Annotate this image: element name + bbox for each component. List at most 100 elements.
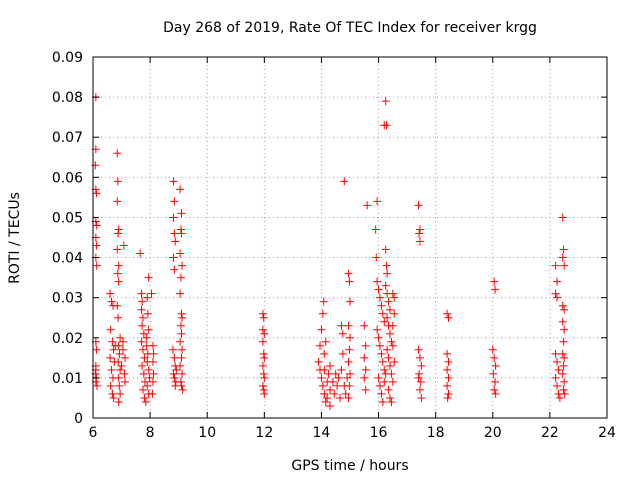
data-point: [176, 321, 185, 330]
data-point: [380, 365, 389, 374]
data-point: [145, 373, 154, 382]
data-point: [144, 325, 153, 334]
data-point: [169, 213, 178, 222]
data-point: [387, 369, 396, 378]
data-point: [114, 229, 123, 238]
data-point: [378, 397, 387, 406]
data-point: [259, 349, 268, 358]
y-tick-label: 0.04: [52, 251, 83, 267]
data-point: [417, 393, 426, 402]
data-point: [377, 349, 386, 358]
data-point: [321, 397, 330, 406]
data-point: [377, 301, 386, 310]
data-point: [178, 385, 187, 394]
data-point: [176, 249, 185, 258]
data-point: [176, 273, 185, 282]
x-tick-label: 20: [484, 425, 502, 441]
data-point: [558, 213, 567, 222]
data-point: [385, 305, 394, 314]
data-point: [139, 369, 148, 378]
data-point: [344, 393, 353, 402]
data-point: [559, 337, 568, 346]
data-point: [560, 377, 569, 386]
data-point: [334, 373, 343, 382]
data-point: [443, 381, 452, 390]
data-point: [385, 361, 394, 370]
data-point: [176, 377, 185, 386]
data-point: [113, 245, 122, 254]
data-point: [443, 393, 452, 402]
data-point: [114, 225, 123, 234]
x-tick-label: 18: [427, 425, 445, 441]
data-point: [114, 277, 123, 286]
data-point: [551, 349, 560, 358]
data-point: [176, 289, 185, 298]
data-point: [382, 121, 391, 130]
data-point: [113, 197, 122, 206]
data-point: [345, 277, 354, 286]
data-point: [380, 377, 389, 386]
data-point: [149, 349, 158, 358]
data-point: [390, 357, 399, 366]
x-tick-label: 22: [541, 425, 559, 441]
data-point: [176, 337, 185, 346]
y-axis-label: ROTI / TECUs: [7, 192, 23, 284]
data-point: [177, 209, 186, 218]
data-point: [390, 309, 399, 318]
data-point: [314, 357, 323, 366]
data-point: [443, 349, 452, 358]
data-point: [92, 345, 101, 354]
data-point: [260, 389, 269, 398]
data-point: [149, 369, 158, 378]
data-point: [148, 357, 157, 366]
data-point: [320, 389, 329, 398]
data-point: [378, 309, 387, 318]
data-point: [414, 373, 423, 382]
data-point: [148, 389, 157, 398]
data-point: [113, 177, 122, 186]
data-point: [114, 397, 123, 406]
data-point: [147, 289, 156, 298]
data-point: [136, 249, 145, 258]
data-point: [558, 301, 567, 310]
data-point: [118, 345, 127, 354]
data-point: [336, 393, 345, 402]
data-point: [113, 149, 122, 158]
data-point: [560, 261, 569, 270]
data-point: [258, 337, 267, 346]
data-point: [258, 309, 267, 318]
data-point: [316, 341, 325, 350]
data-point: [169, 253, 178, 262]
data-point: [170, 353, 179, 362]
data-point: [328, 377, 337, 386]
x-axis-label: GPS time / hours: [291, 458, 408, 474]
x-tick-label: 6: [89, 425, 98, 441]
data-point: [361, 385, 370, 394]
data-point: [559, 361, 568, 370]
data-point: [119, 241, 128, 250]
y-tick-label: 0.05: [52, 210, 83, 226]
data-point: [144, 273, 153, 282]
data-point: [107, 297, 116, 306]
data-point: [116, 365, 125, 374]
data-point: [109, 393, 118, 402]
y-tick-label: 0.08: [52, 90, 83, 106]
data-point: [373, 197, 382, 206]
data-point: [490, 277, 499, 286]
y-tick-label: 0.09: [52, 50, 83, 66]
data-point: [551, 373, 560, 382]
data-point: [115, 349, 124, 358]
data-point: [559, 385, 568, 394]
data-point: [177, 309, 186, 318]
data-point: [387, 397, 396, 406]
data-point: [177, 329, 186, 338]
data-point: [415, 229, 424, 238]
data-point: [114, 357, 123, 366]
data-point: [415, 237, 424, 246]
data-point: [346, 369, 354, 378]
data-point: [258, 361, 267, 370]
y-tick-label: 0.07: [52, 130, 83, 146]
y-tick-label: 0.06: [52, 170, 83, 186]
data-point: [444, 357, 453, 366]
